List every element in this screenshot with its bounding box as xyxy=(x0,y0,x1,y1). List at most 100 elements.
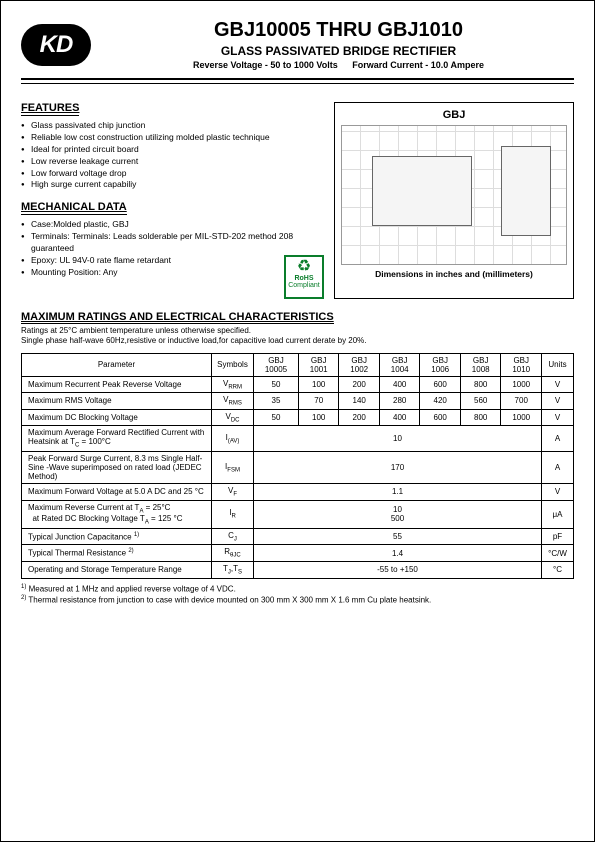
table-row: Maximum Recurrent Peak Reverse VoltageVR… xyxy=(22,376,574,393)
table-row: Peak Forward Surge Current, 8.3 ms Singl… xyxy=(22,451,574,483)
unit-cell: A xyxy=(542,426,574,452)
feature-item: Low forward voltage drop xyxy=(21,168,324,180)
mechanical-list: Case:Molded plastic, GBJ Terminals: Term… xyxy=(21,219,324,278)
package-label: GBJ xyxy=(341,109,567,121)
features-heading: FEATURES xyxy=(21,102,79,116)
param-cell: Maximum Reverse Current at TA = 25°C at … xyxy=(22,500,212,528)
table-row: Typical Junction Capacitance 1)CJ55pF xyxy=(22,528,574,545)
col-part: GBJ 1002 xyxy=(339,353,380,376)
value-cell: 50 xyxy=(254,376,299,393)
unit-cell: μA xyxy=(542,500,574,528)
value-cell: 35 xyxy=(254,393,299,410)
mech-item: Epoxy: UL 94V-0 rate flame retardant xyxy=(21,255,324,267)
symbol-cell: RθJC xyxy=(212,545,254,562)
ratings-note: Ratings at 25°C ambient temperature unle… xyxy=(21,326,574,347)
value-cell: 600 xyxy=(420,409,461,426)
mech-item: Case:Molded plastic, GBJ xyxy=(21,219,324,231)
mech-item: Mounting Position: Any xyxy=(21,267,324,279)
value-cell: 700 xyxy=(501,393,542,410)
value-cell-span: 55 xyxy=(254,528,542,545)
features-list: Glass passivated chip junction Reliable … xyxy=(21,120,324,191)
table-row: Maximum Forward Voltage at 5.0 A DC and … xyxy=(22,483,574,500)
footnotes: 1) Measured at 1 MHz and applied reverse… xyxy=(21,583,574,607)
unit-cell: °C/W xyxy=(542,545,574,562)
col-part: GBJ 1006 xyxy=(420,353,461,376)
feature-item: High surge current capabiliy xyxy=(21,179,324,191)
mech-item: Terminals: Terminals: Leads solderable p… xyxy=(21,231,324,255)
col-units: Units xyxy=(542,353,574,376)
table-row: Operating and Storage Temperature RangeT… xyxy=(22,561,574,578)
value-cell: 200 xyxy=(339,409,380,426)
ratings-heading: MAXIMUM RATINGS AND ELECTRICAL CHARACTER… xyxy=(21,311,334,324)
value-cell-span: 10500 xyxy=(254,500,542,528)
feature-item: Glass passivated chip junction xyxy=(21,120,324,132)
package-front-view xyxy=(372,156,472,226)
part-title: GBJ10005 THRU GBJ1010 xyxy=(103,19,574,42)
spec-line: Reverse Voltage - 50 to 1000 Volts Forwa… xyxy=(103,60,574,70)
param-cell: Operating and Storage Temperature Range xyxy=(22,561,212,578)
param-cell: Maximum Forward Voltage at 5.0 A DC and … xyxy=(22,483,212,500)
value-cell: 400 xyxy=(379,409,420,426)
mechanical-heading: MECHANICAL DATA xyxy=(21,201,127,215)
symbol-cell: IR xyxy=(212,500,254,528)
table-row: Maximum Average Forward Rectified Curren… xyxy=(22,426,574,452)
value-cell: 800 xyxy=(460,409,501,426)
footnote-marker: 1) xyxy=(21,584,26,590)
param-cell: Typical Thermal Resistance 2) xyxy=(22,545,212,562)
table-row: Maximum RMS VoltageVRMS35701402804205607… xyxy=(22,393,574,410)
param-cell: Maximum Average Forward Rectified Curren… xyxy=(22,426,212,452)
forward-current-spec: Forward Current - 10.0 Ampere xyxy=(352,60,484,70)
value-cell: 70 xyxy=(298,393,339,410)
symbol-cell: VRMS xyxy=(212,393,254,410)
feature-item: Low reverse leakage current xyxy=(21,156,324,168)
value-cell-span: -55 to +150 xyxy=(254,561,542,578)
package-drawing xyxy=(341,125,567,265)
header-text-block: GBJ10005 THRU GBJ1010 GLASS PASSIVATED B… xyxy=(103,19,574,70)
value-cell-span: 10 xyxy=(254,426,542,452)
unit-cell: V xyxy=(542,483,574,500)
rohs-compliant-label: Compliant xyxy=(288,282,320,289)
symbol-cell: I(AV) xyxy=(212,426,254,452)
value-cell: 800 xyxy=(460,376,501,393)
unit-cell: °C xyxy=(542,561,574,578)
col-parameter: Parameter xyxy=(22,353,212,376)
value-cell-span: 170 xyxy=(254,451,542,483)
symbol-cell: TJ,TS xyxy=(212,561,254,578)
col-symbols: Symbols xyxy=(212,353,254,376)
value-cell: 420 xyxy=(420,393,461,410)
symbol-cell: IFSM xyxy=(212,451,254,483)
value-cell-span: 1.4 xyxy=(254,545,542,562)
param-cell: Peak Forward Surge Current, 8.3 ms Singl… xyxy=(22,451,212,483)
symbol-cell: CJ xyxy=(212,528,254,545)
symbol-cell: VRRM xyxy=(212,376,254,393)
col-part: GBJ 10005 xyxy=(254,353,299,376)
ratings-note-line: Ratings at 25°C ambient temperature unle… xyxy=(21,326,251,335)
feature-item: Reliable low cost construction utilizing… xyxy=(21,132,324,144)
page-header: KD GBJ10005 THRU GBJ1010 GLASS PASSIVATE… xyxy=(21,19,574,80)
package-side-view xyxy=(501,146,551,236)
value-cell: 100 xyxy=(298,409,339,426)
value-cell: 50 xyxy=(254,409,299,426)
col-part: GBJ 1010 xyxy=(501,353,542,376)
param-cell: Maximum RMS Voltage xyxy=(22,393,212,410)
value-cell: 140 xyxy=(339,393,380,410)
param-cell: Maximum Recurrent Peak Reverse Voltage xyxy=(22,376,212,393)
unit-cell: V xyxy=(542,409,574,426)
value-cell: 400 xyxy=(379,376,420,393)
col-part: GBJ 1004 xyxy=(379,353,420,376)
footnote-text: Measured at 1 MHz and applied reverse vo… xyxy=(29,584,236,593)
unit-cell: pF xyxy=(542,528,574,545)
dimension-caption: Dimensions in inches and (millimeters) xyxy=(341,269,567,279)
feature-item: Ideal for printed circuit board xyxy=(21,144,324,156)
col-part: GBJ 1008 xyxy=(460,353,501,376)
value-cell: 280 xyxy=(379,393,420,410)
reverse-voltage-spec: Reverse Voltage - 50 to 1000 Volts xyxy=(193,60,338,70)
unit-cell: A xyxy=(542,451,574,483)
param-cell: Typical Junction Capacitance 1) xyxy=(22,528,212,545)
value-cell: 100 xyxy=(298,376,339,393)
header-rule xyxy=(21,83,574,84)
table-row: Maximum Reverse Current at TA = 25°C at … xyxy=(22,500,574,528)
table-header-row: Parameter Symbols GBJ 10005 GBJ 1001 GBJ… xyxy=(22,353,574,376)
value-cell: 1000 xyxy=(501,376,542,393)
footnote-marker: 2) xyxy=(21,595,26,601)
